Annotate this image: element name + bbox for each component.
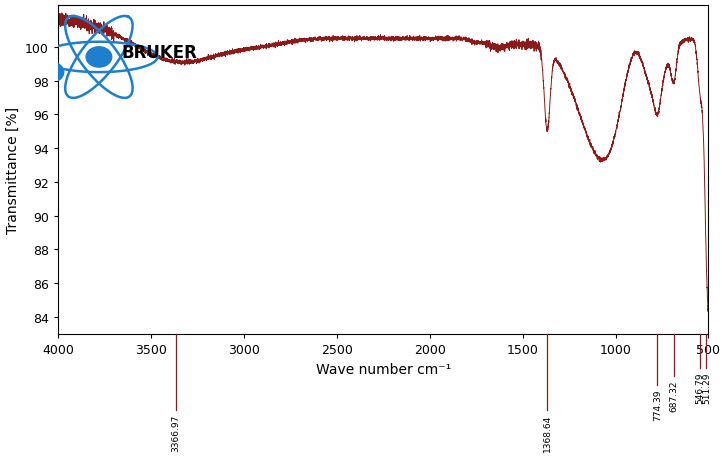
Ellipse shape	[86, 48, 112, 68]
Text: 3366.97: 3366.97	[171, 413, 180, 451]
Text: 1368.64: 1368.64	[542, 413, 552, 450]
Text: 546.79: 546.79	[696, 371, 704, 403]
Text: 687.32: 687.32	[669, 380, 678, 411]
Ellipse shape	[38, 63, 64, 83]
Text: 511.29: 511.29	[702, 371, 711, 403]
Text: 774.39: 774.39	[653, 388, 662, 419]
Text: BRUKER: BRUKER	[121, 44, 197, 62]
Y-axis label: Transmittance [%]: Transmittance [%]	[6, 106, 20, 233]
X-axis label: Wave number cm⁻¹: Wave number cm⁻¹	[316, 362, 451, 376]
